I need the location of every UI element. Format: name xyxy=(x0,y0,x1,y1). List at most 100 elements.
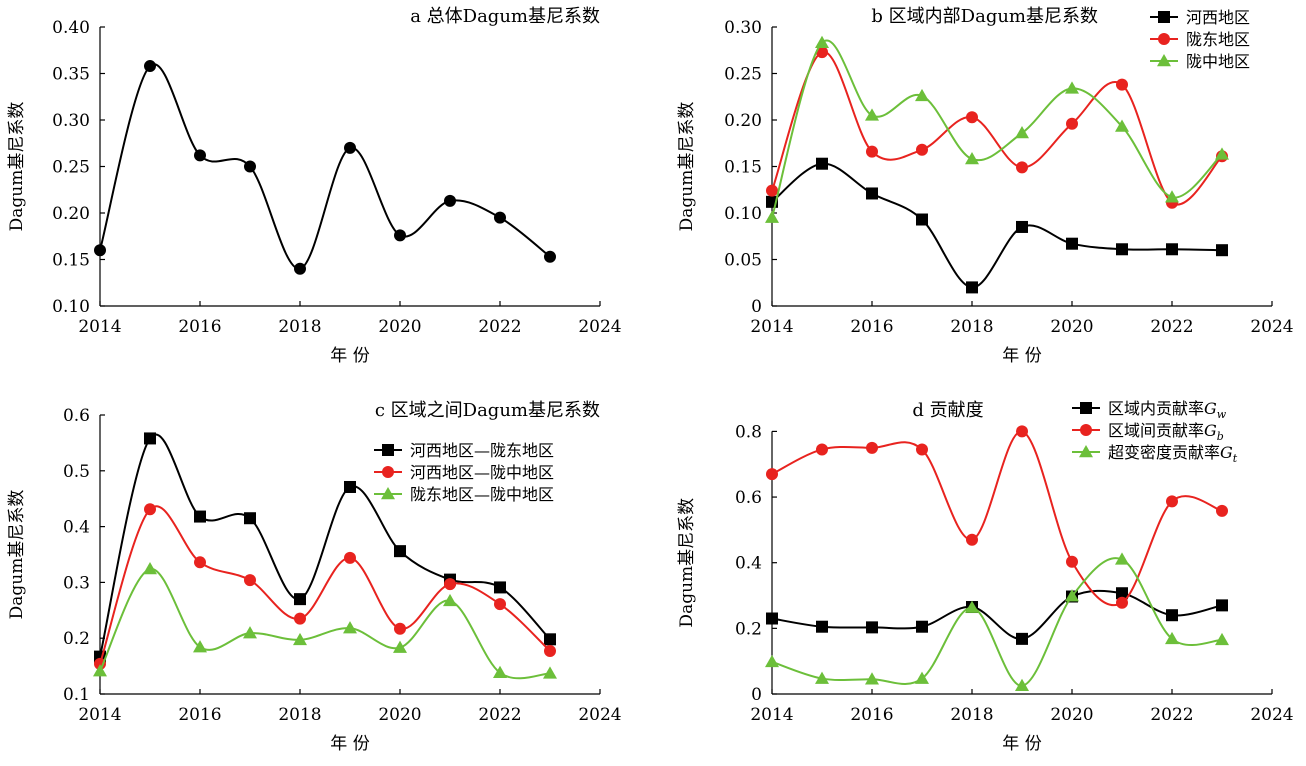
y-axis-label: Dagum基尼系数 xyxy=(7,102,27,232)
data-point xyxy=(143,562,157,575)
data-point xyxy=(1016,161,1028,174)
data-point xyxy=(915,88,929,102)
data-point xyxy=(1215,632,1229,646)
data-point xyxy=(816,46,828,59)
data-point xyxy=(394,229,406,242)
data-point xyxy=(544,633,556,646)
data-point xyxy=(966,281,978,294)
legend-item: 区域间贡献率Gb xyxy=(1072,421,1224,443)
data-point xyxy=(916,143,928,156)
data-point xyxy=(865,672,879,685)
y-tick-label: 0.6 xyxy=(63,406,90,426)
data-point xyxy=(866,145,878,158)
data-point xyxy=(444,578,456,591)
series-line xyxy=(771,51,1223,206)
data-point xyxy=(1166,609,1178,622)
legend-item: 陇东地区 xyxy=(1150,30,1250,49)
y-tick-label: 0.10 xyxy=(724,204,762,224)
chart-panel-a: 0.10 0.15 0.20 0.25 0.30 0.35 0.40 2014 2016 2018… xyxy=(7,6,622,366)
y-axis-label: Dagum基尼系数 xyxy=(7,490,27,620)
x-tick-label: 2020 xyxy=(378,705,421,725)
legend-label: 陇中地区 xyxy=(1186,52,1250,71)
x-tick-label: 2020 xyxy=(378,317,421,337)
y-tick-label: 0.3 xyxy=(63,573,90,593)
x-tick-label: 2014 xyxy=(750,705,793,725)
data-point xyxy=(194,556,206,569)
data-point xyxy=(244,160,256,173)
data-point xyxy=(766,612,778,625)
data-point xyxy=(394,545,406,558)
y-tick-label: 0 xyxy=(751,685,762,705)
legend-item: 陇中地区 xyxy=(1150,52,1250,71)
y-tick-label: 0.2 xyxy=(735,619,762,639)
legend-label: 陇东地区—陇中地区 xyxy=(410,485,554,504)
data-point xyxy=(494,211,506,224)
x-tick-label: 2022 xyxy=(478,705,521,725)
legend-item: 河西地区 xyxy=(1150,8,1250,27)
x-tick-label: 2022 xyxy=(1150,705,1193,725)
series-1 xyxy=(94,432,556,663)
y-tick-label: 0.25 xyxy=(52,158,90,178)
y-tick-label: 0.40 xyxy=(52,18,90,38)
data-point xyxy=(915,671,929,684)
data-point xyxy=(765,654,779,668)
legend-item: 区域内贡献率Gw xyxy=(1072,399,1227,421)
series-2 xyxy=(766,425,1228,609)
y-tick-label: 0.5 xyxy=(63,462,90,482)
data-point xyxy=(1165,631,1179,645)
data-point xyxy=(1166,495,1178,508)
legend-marker xyxy=(1080,402,1092,414)
data-point xyxy=(965,152,979,165)
data-point xyxy=(493,665,507,679)
data-point xyxy=(816,157,828,170)
data-point xyxy=(443,593,457,607)
data-point xyxy=(1065,589,1079,602)
data-point xyxy=(966,111,978,124)
y-tick-label: 0 xyxy=(751,297,762,317)
y-tick-label: 0.4 xyxy=(63,518,90,538)
data-point xyxy=(93,664,107,677)
series-1 xyxy=(766,157,1228,294)
legend-marker xyxy=(1157,54,1171,67)
data-point xyxy=(1115,552,1129,565)
x-tick-label: 2024 xyxy=(578,705,621,725)
data-point xyxy=(543,666,557,679)
series-line xyxy=(771,589,1223,640)
chart-panel-b: 0 0.05 0.10 0.15 0.20 0.25 0.30 2014 2016 2018 202… xyxy=(677,6,1294,366)
data-point xyxy=(1066,117,1078,130)
y-tick-label: 0.20 xyxy=(724,111,762,131)
data-point xyxy=(293,632,307,646)
data-point xyxy=(1215,147,1229,160)
data-point xyxy=(1016,632,1028,645)
data-point xyxy=(866,621,878,634)
y-tick-label: 0.8 xyxy=(735,422,762,442)
data-point xyxy=(766,468,778,481)
data-point xyxy=(294,593,306,606)
data-point xyxy=(1116,243,1128,256)
data-point xyxy=(866,441,878,454)
x-tick-label: 2018 xyxy=(278,317,321,337)
data-point xyxy=(1066,555,1078,568)
data-point xyxy=(94,244,106,257)
data-point xyxy=(1216,244,1228,257)
legend-marker xyxy=(1080,424,1092,436)
x-tick-label: 2014 xyxy=(78,317,121,337)
chart-title: b 区域内部Dagum基尼系数 xyxy=(871,6,1098,27)
chart-title: a 总体Dagum基尼系数 xyxy=(410,6,600,27)
legend-label: 河西地区 xyxy=(1186,8,1250,27)
x-tick-label: 2016 xyxy=(850,317,893,337)
series-line xyxy=(771,162,1223,289)
data-point xyxy=(193,640,207,653)
data-point xyxy=(544,645,556,658)
legend-marker xyxy=(381,487,395,500)
legend-label: 陇东地区 xyxy=(1186,30,1250,49)
data-point xyxy=(816,443,828,456)
y-tick-label: 0.35 xyxy=(52,65,90,85)
legend-marker xyxy=(1158,11,1170,23)
legend-label: 河西地区—陇中地区 xyxy=(410,463,554,482)
data-point xyxy=(194,510,206,523)
y-tick-label: 0.10 xyxy=(52,297,90,317)
series-line xyxy=(99,63,551,270)
